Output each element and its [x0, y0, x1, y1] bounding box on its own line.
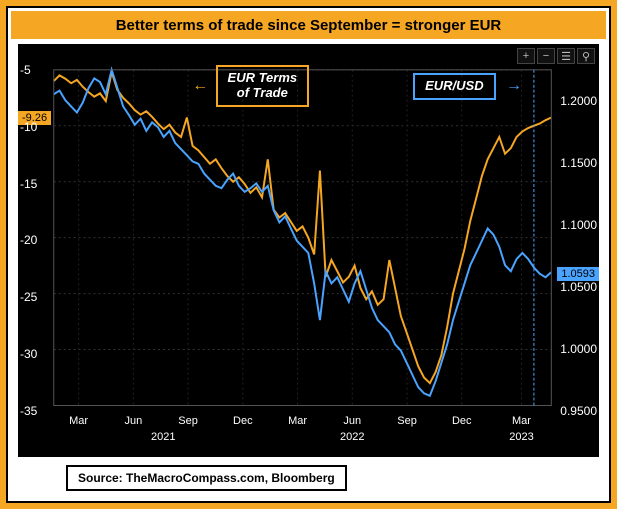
right-axis-tick: 1.1000: [560, 218, 597, 232]
title-bar: Better terms of trade since September = …: [11, 11, 606, 39]
right-axis-tick: 0.9500: [560, 404, 597, 418]
left-axis-tick: -30: [20, 347, 37, 361]
left-axis-tick: -25: [20, 290, 37, 304]
left-axis-tick: -10: [20, 120, 37, 134]
left-axis-tick: -15: [20, 177, 37, 191]
right-axis-tick: 1.2000: [560, 94, 597, 108]
x-axis-tick: Mar: [288, 415, 307, 427]
x-axis-tick: Dec: [233, 415, 253, 427]
chart-title: Better terms of trade since September = …: [116, 17, 502, 34]
x-axis-year: 2022: [340, 431, 364, 443]
right-axis-tick: 1.1500: [560, 156, 597, 170]
arrow-left-icon: ←: [192, 77, 208, 95]
outer-frame: Better terms of trade since September = …: [6, 6, 611, 503]
left-axis-tick: -5: [20, 63, 31, 77]
x-axis-tick: Sep: [397, 415, 417, 427]
x-axis-tick: Jun: [124, 415, 142, 427]
arrow-right-icon: →: [506, 77, 522, 95]
x-axis-tick: Mar: [69, 415, 88, 427]
x-axis-year: 2023: [509, 431, 533, 443]
left-axis-tick: -35: [20, 404, 37, 418]
right-axis-tick: 1.0500: [560, 280, 597, 294]
x-axis-tick: Mar: [512, 415, 531, 427]
x-axis-year: 2021: [151, 431, 175, 443]
callout-terms-of-trade: EUR Termsof Trade: [216, 65, 310, 107]
x-axis-tick: Dec: [452, 415, 472, 427]
x-axis-tick: Sep: [178, 415, 198, 427]
source-text: Source: TheMacroCompass.com, Bloomberg: [78, 471, 335, 485]
right-axis-tick: 1.0000: [560, 342, 597, 356]
chart-area: + − ☰ ⚲ EUR Termsof Trade ← EUR/USD → -9…: [18, 44, 599, 457]
x-axis-tick: Jun: [343, 415, 361, 427]
callout-eurusd: EUR/USD: [413, 73, 496, 100]
source-attribution: Source: TheMacroCompass.com, Bloomberg: [66, 465, 347, 491]
left-axis-tick: -20: [20, 233, 37, 247]
